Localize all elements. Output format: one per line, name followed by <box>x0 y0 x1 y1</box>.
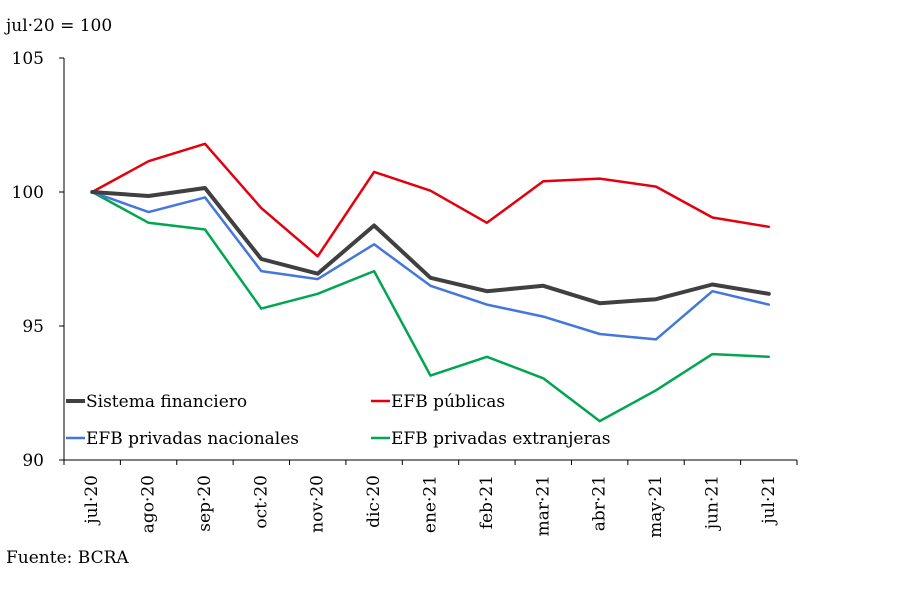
y-tick-label: 95 <box>22 317 44 337</box>
legend-label: EFB privadas extranjeras <box>391 429 610 449</box>
legend-label: EFB públicas <box>391 392 505 412</box>
series-lines <box>90 142 771 423</box>
x-tick-label: jun·21 <box>702 475 722 531</box>
source-label: Fuente: BCRA <box>6 548 129 568</box>
unit-label: jul·20 = 100 <box>6 16 113 36</box>
x-tick-label: feb·21 <box>477 475 497 529</box>
series-line-0 <box>90 186 771 306</box>
series-line-2 <box>90 190 771 341</box>
x-tick-label: nov·20 <box>308 475 328 533</box>
y-tick-label: 105 <box>12 49 44 69</box>
x-tick-label: abr·21 <box>590 475 610 531</box>
y-tick-label: 100 <box>12 183 44 203</box>
legend-label: EFB privadas nacionales <box>86 429 299 449</box>
x-tick-label: sep·20 <box>195 475 215 532</box>
series-line-1 <box>90 142 771 258</box>
legend-item: EFB privadas nacionales <box>66 429 299 449</box>
legend-item: EFB públicas <box>371 392 505 412</box>
x-tick-label: dic·20 <box>364 475 384 528</box>
x-tick-label: may·21 <box>646 475 666 538</box>
x-tick-label: ene·21 <box>421 475 441 533</box>
x-tick-label: mar·21 <box>533 475 553 536</box>
x-tick-label: jul·21 <box>759 475 779 526</box>
legend-label: Sistema financiero <box>86 392 247 412</box>
y-tick-label: 90 <box>22 451 44 471</box>
legend: Sistema financiero EFB públicas EFB privad… <box>66 392 610 449</box>
axes: 90 95 100 105 jul·20 ago·20 sep·20 oct·20 nov·20… <box>12 49 798 538</box>
x-tick-label: ago·20 <box>139 475 159 533</box>
x-tick-label: jul·20 <box>82 475 102 526</box>
legend-item: EFB privadas extranjeras <box>371 429 610 449</box>
x-tick-label: oct·20 <box>251 475 271 529</box>
series-line-3 <box>90 190 771 423</box>
legend-item: Sistema financiero <box>66 392 247 412</box>
